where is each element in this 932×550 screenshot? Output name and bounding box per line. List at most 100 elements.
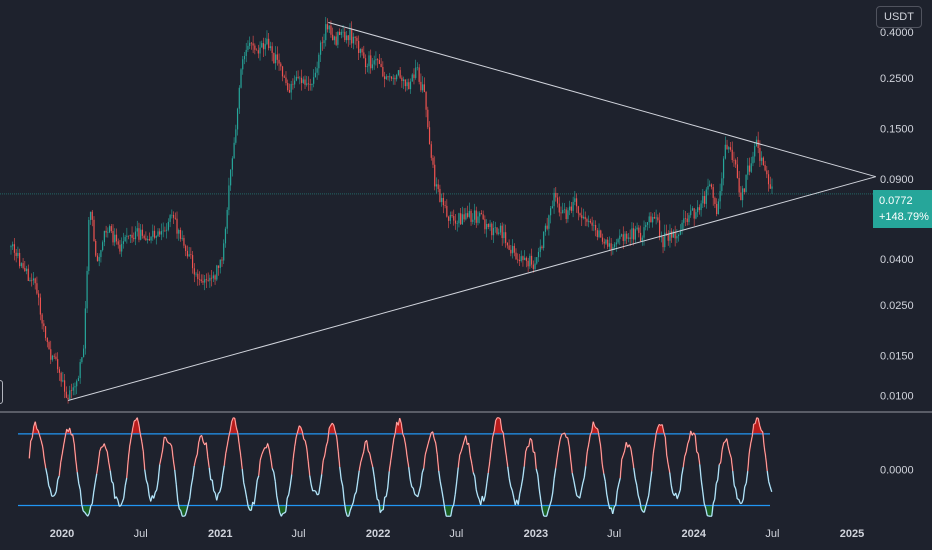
main-price-pane[interactable]	[0, 16, 876, 404]
oscillator-pane[interactable]	[18, 417, 773, 517]
candle	[707, 178, 709, 196]
candle	[316, 61, 318, 80]
candle	[418, 64, 420, 85]
candle	[15, 249, 17, 263]
candle	[492, 221, 495, 243]
candle	[470, 209, 472, 226]
candle	[695, 209, 697, 220]
candle	[442, 192, 444, 214]
candle	[275, 46, 277, 70]
candle	[160, 223, 163, 241]
candle	[427, 106, 429, 130]
candle	[710, 183, 713, 190]
candle	[617, 237, 619, 245]
candle	[115, 228, 118, 245]
candle	[252, 35, 254, 53]
candle	[117, 238, 119, 249]
candle	[202, 274, 204, 285]
candle	[79, 359, 81, 384]
candle	[39, 293, 41, 321]
candle	[122, 232, 125, 249]
candle	[425, 91, 427, 118]
candle	[624, 231, 626, 245]
candle	[584, 211, 586, 227]
candle	[236, 107, 239, 136]
candle	[197, 269, 199, 286]
candle	[674, 225, 676, 247]
candle	[83, 344, 85, 358]
candle	[143, 234, 145, 240]
candle	[89, 211, 92, 225]
candle	[567, 207, 569, 223]
pane-resize-handle[interactable]	[0, 380, 3, 404]
candle	[510, 245, 512, 257]
candle	[503, 223, 505, 244]
candle	[318, 52, 320, 76]
candle	[742, 185, 744, 208]
currency-button[interactable]: USDT	[876, 6, 922, 28]
candle	[544, 223, 547, 236]
candle	[530, 248, 533, 268]
candle	[294, 75, 296, 89]
candle	[164, 226, 166, 232]
candle	[69, 385, 71, 400]
candle	[266, 30, 268, 46]
candle	[110, 224, 112, 234]
candle	[646, 221, 649, 231]
candle	[560, 206, 562, 221]
candle	[172, 211, 175, 224]
candle	[58, 366, 61, 381]
candle	[50, 340, 52, 365]
candle	[603, 238, 605, 249]
time-tick-label: Jul	[607, 528, 621, 540]
candle	[762, 156, 764, 166]
candle	[345, 30, 348, 44]
candle	[60, 371, 62, 387]
candle	[31, 273, 33, 287]
candle	[373, 55, 375, 70]
candle	[238, 85, 240, 114]
price-axis[interactable]: 0.4000 0.2500 0.1500 0.0900 0.0400 0.0250 0.01…	[880, 27, 914, 403]
time-axis[interactable]: 2020 Jul 2021 Jul 2022 Jul 2023 Jul 2024 Jul 2025	[50, 528, 864, 540]
candle	[747, 158, 749, 180]
candle	[200, 274, 202, 283]
candle	[148, 232, 150, 241]
candle	[641, 235, 643, 246]
last-price-value: 0.0772	[879, 195, 913, 207]
candle	[280, 61, 282, 71]
candle	[754, 142, 756, 163]
time-tick-label: 2021	[208, 528, 232, 540]
candle	[242, 55, 244, 75]
candle	[103, 230, 105, 247]
candle	[249, 36, 251, 50]
candle	[709, 180, 711, 187]
candle	[371, 58, 374, 71]
candle	[553, 188, 555, 214]
time-tick-label: Jul	[134, 528, 148, 540]
candle	[461, 206, 464, 225]
candle	[639, 225, 642, 242]
candle	[672, 229, 675, 238]
candle	[262, 37, 265, 57]
candle	[288, 83, 291, 94]
candle	[757, 131, 759, 154]
candle	[243, 51, 246, 65]
trendline-resistance[interactable]	[328, 21, 876, 178]
candle	[577, 205, 579, 221]
candle	[178, 228, 180, 241]
price-tick-label: 0.4000	[880, 27, 914, 39]
candle	[401, 75, 403, 88]
candle	[496, 227, 498, 236]
candle	[458, 212, 460, 228]
trendline-support[interactable]	[67, 176, 876, 401]
candle	[638, 225, 640, 238]
oscillator-tick-label: 0.0000	[880, 465, 914, 477]
candle	[570, 202, 572, 214]
candle	[487, 223, 489, 230]
candle	[525, 256, 528, 268]
candle	[548, 214, 550, 236]
candle	[84, 301, 86, 355]
candle	[598, 223, 600, 239]
candle	[653, 212, 655, 219]
